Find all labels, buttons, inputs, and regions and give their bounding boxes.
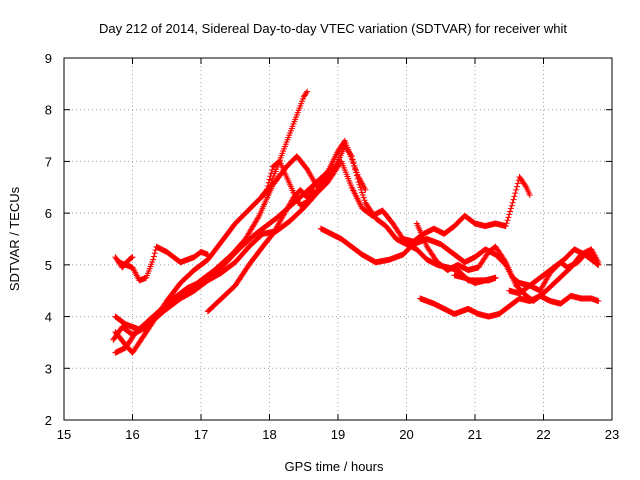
data-point	[268, 170, 275, 177]
y-tick-label: 2	[45, 413, 52, 428]
data-point	[355, 179, 362, 186]
y-tick-label: 4	[45, 310, 52, 325]
y-tick-label: 9	[45, 51, 52, 66]
data-point	[255, 214, 262, 221]
data-point	[360, 194, 367, 201]
data-point	[359, 192, 366, 199]
chart-title: Day 212 of 2014, Sidereal Day-to-day VTE…	[99, 21, 567, 36]
x-tick-label: 22	[536, 427, 550, 442]
data-point	[352, 166, 359, 173]
data-point	[354, 175, 361, 182]
y-tick-label: 7	[45, 154, 52, 169]
x-tick-label: 18	[262, 427, 276, 442]
y-tick-label: 6	[45, 206, 52, 221]
x-tick-label: 21	[468, 427, 482, 442]
data-point	[357, 184, 364, 191]
x-tick-label: 15	[57, 427, 71, 442]
data-point	[352, 169, 359, 176]
x-tick-label: 16	[125, 427, 139, 442]
x-tick-label: 23	[605, 427, 619, 442]
data-point	[269, 166, 276, 173]
data-point	[348, 153, 355, 160]
data-point	[356, 181, 363, 188]
data-point	[358, 186, 365, 193]
x-tick-label: 19	[331, 427, 345, 442]
data-point	[347, 151, 354, 158]
x-tick-label: 17	[194, 427, 208, 442]
data-point	[350, 159, 357, 166]
data-point	[266, 176, 273, 183]
y-tick-label: 8	[45, 103, 52, 118]
data-point	[351, 162, 358, 169]
y-tick-label: 3	[45, 361, 52, 376]
x-axis-label: GPS time / hours	[285, 459, 384, 474]
data-points	[110, 88, 602, 356]
data-point	[358, 189, 365, 196]
y-axis-label: SDTVAR / TECUs	[7, 186, 22, 291]
y-tick-label: 5	[45, 258, 52, 273]
data-point	[361, 197, 368, 204]
data-point	[349, 156, 356, 163]
x-tick-label: 20	[399, 427, 413, 442]
series-track-3	[112, 158, 533, 356]
data-point	[353, 172, 360, 179]
